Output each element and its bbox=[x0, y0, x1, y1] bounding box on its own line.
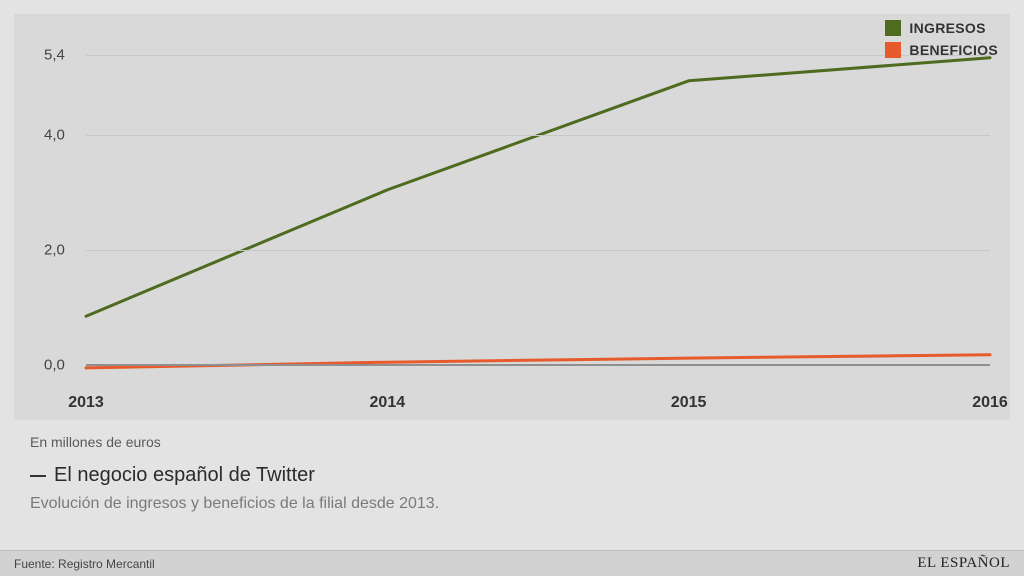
y-tick-label: 0,0 bbox=[44, 357, 80, 374]
legend-swatch-icon bbox=[885, 20, 901, 36]
legend-item: BENEFICIOS bbox=[885, 42, 998, 58]
footer-bar: Fuente: Registro Mercantil EL ESPAÑOL bbox=[0, 550, 1024, 576]
title-row: El negocio español de Twitter bbox=[30, 464, 439, 487]
chart-lines bbox=[86, 32, 990, 388]
page: 0,0 2,0 4,0 5,4 2013 2014 2015 2016 INGRESOS BEN… bbox=[0, 0, 1024, 576]
x-tick-label: 2015 bbox=[671, 394, 707, 412]
chart-title: El negocio español de Twitter bbox=[54, 464, 315, 487]
caption-block: En millones de euros El negocio español … bbox=[30, 434, 439, 513]
y-tick-label: 2,0 bbox=[44, 242, 80, 259]
legend-swatch-icon bbox=[885, 42, 901, 58]
brand-text: EL ESPAÑOL bbox=[917, 555, 1010, 572]
x-tick-label: 2013 bbox=[68, 394, 104, 412]
y-tick-label: 5,4 bbox=[44, 46, 80, 63]
title-dash-icon bbox=[30, 475, 46, 477]
chart-subtitle: Evolución de ingresos y beneficios de la… bbox=[30, 495, 439, 513]
plot-area: 0,02,04,05,42013201420152016 bbox=[86, 32, 990, 388]
gridline bbox=[86, 55, 990, 56]
x-tick-label: 2016 bbox=[972, 394, 1008, 412]
axis-baseline bbox=[86, 364, 990, 366]
gridline bbox=[86, 135, 990, 136]
gridline bbox=[86, 250, 990, 251]
source-text: Fuente: Registro Mercantil bbox=[14, 557, 155, 571]
y-tick-label: 4,0 bbox=[44, 127, 80, 144]
legend-item: INGRESOS bbox=[885, 20, 998, 36]
x-tick-label: 2014 bbox=[370, 394, 406, 412]
unit-note: En millones de euros bbox=[30, 434, 439, 450]
series-line-ingresos bbox=[86, 58, 990, 316]
legend-label: BENEFICIOS bbox=[909, 42, 998, 58]
legend: INGRESOS BENEFICIOS bbox=[885, 20, 998, 64]
chart-panel: 0,0 2,0 4,0 5,4 2013 2014 2015 2016 bbox=[14, 14, 1010, 420]
legend-label: INGRESOS bbox=[909, 20, 985, 36]
